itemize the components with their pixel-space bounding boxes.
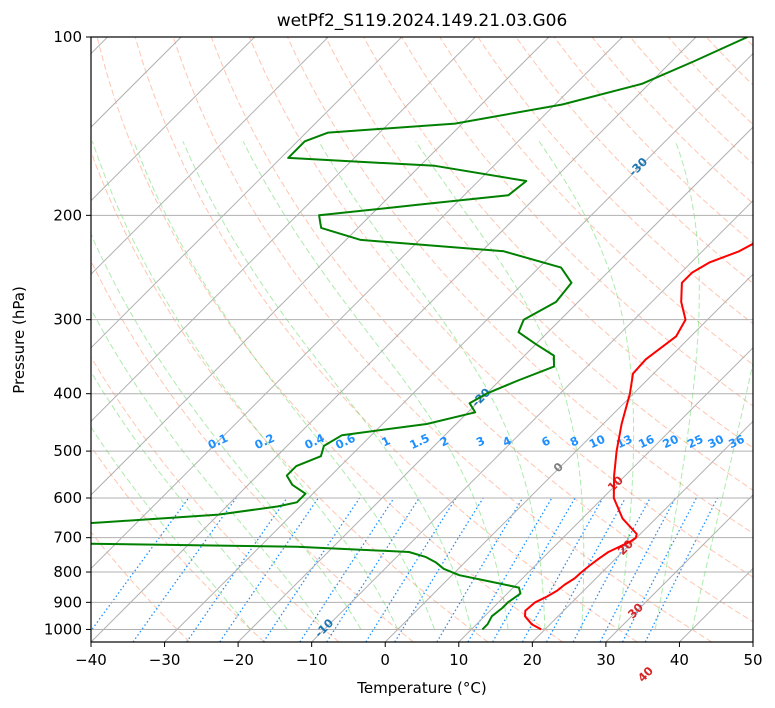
y-tick-label: 300 bbox=[53, 311, 82, 329]
moist-adiabat bbox=[654, 141, 700, 630]
series-layer bbox=[91, 37, 753, 631]
y-tick-label: 400 bbox=[53, 385, 82, 403]
y-tick-label: 200 bbox=[53, 206, 82, 224]
y-tick-label: 600 bbox=[53, 489, 82, 507]
isotherm bbox=[605, 494, 753, 642]
isotherm bbox=[311, 199, 753, 642]
isotherm bbox=[458, 347, 753, 642]
isotherm bbox=[91, 37, 697, 642]
moist-adiabat bbox=[91, 308, 325, 630]
y-tick-label: 700 bbox=[53, 529, 82, 547]
isotherm bbox=[384, 273, 753, 642]
mixing-ratio-line bbox=[436, 497, 524, 642]
mixing-ratio-line bbox=[262, 497, 361, 642]
dry-adiabat bbox=[134, 37, 638, 642]
moist-adiabat bbox=[242, 141, 509, 630]
x-axis-label: Temperature (°C) bbox=[356, 679, 486, 697]
y-tick-label: 900 bbox=[53, 593, 82, 611]
moist-adiabat bbox=[415, 141, 585, 630]
moist-adiabat bbox=[91, 370, 288, 630]
mixing-ratio-line bbox=[91, 497, 190, 632]
isotherm bbox=[91, 37, 329, 275]
dry-adiabat bbox=[91, 531, 191, 642]
moist-adiabat bbox=[182, 141, 472, 630]
isotherm bbox=[237, 126, 753, 642]
dry-adiabat bbox=[91, 356, 340, 642]
x-tick-label: −20 bbox=[222, 651, 254, 669]
dry-adiabat bbox=[439, 37, 753, 366]
isotherm bbox=[164, 52, 753, 642]
moist-adiabat bbox=[318, 141, 546, 630]
x-tick-label: 20 bbox=[523, 651, 542, 669]
isotherm bbox=[91, 37, 403, 349]
moist-adiabat bbox=[91, 426, 252, 630]
x-tick-label: 0 bbox=[380, 651, 390, 669]
mixing-ratio-line bbox=[644, 497, 719, 642]
moist-adiabat bbox=[691, 360, 753, 630]
dry-adiabat bbox=[91, 150, 489, 642]
x-tick-label: 10 bbox=[449, 651, 468, 669]
y-axis-label: Pressure (hPa) bbox=[10, 286, 28, 394]
mixing-ratio-label: 30 bbox=[705, 432, 725, 451]
isotherm bbox=[91, 37, 550, 496]
moist-adiabat bbox=[91, 232, 362, 630]
y-axis-ticks: 100 200 300 400 500 600 700 800 900 1000 bbox=[44, 28, 91, 638]
dewpoint-line bbox=[91, 37, 748, 631]
chart-title: wetPf2_S119.2024.149.21.03.G06 bbox=[277, 11, 568, 31]
x-tick-label: 30 bbox=[596, 651, 615, 669]
x-tick-label: −30 bbox=[149, 651, 181, 669]
temperature-line bbox=[524, 242, 753, 631]
x-tick-label: 50 bbox=[743, 651, 762, 669]
plot-frame bbox=[90, 36, 754, 643]
mixing-ratio-line bbox=[572, 497, 651, 642]
reference-lines bbox=[91, 37, 753, 642]
x-tick-label: 40 bbox=[670, 651, 689, 669]
dry-adiabat bbox=[286, 37, 753, 534]
mixing-ratio-label: 10 bbox=[587, 432, 607, 451]
moist-adiabat bbox=[91, 141, 399, 630]
moist-adiabat bbox=[133, 141, 436, 630]
mixing-ratio-label: 36 bbox=[726, 432, 746, 451]
x-tick-label: −40 bbox=[75, 651, 107, 669]
moist-adiabat bbox=[538, 141, 635, 630]
mixing-ratio-label: 20 bbox=[660, 432, 680, 451]
mixing-ratio-label: 25 bbox=[685, 432, 705, 451]
mixing-ratio-line bbox=[599, 497, 676, 642]
dry-adiabat bbox=[96, 37, 563, 642]
y-tick-label: 800 bbox=[53, 563, 82, 581]
x-tick-label: −10 bbox=[296, 651, 328, 669]
mixing-ratio-line bbox=[132, 497, 237, 642]
isotherm bbox=[91, 37, 623, 570]
y-tick-label: 500 bbox=[53, 442, 82, 460]
mixing-ratio-label: 16 bbox=[636, 432, 656, 451]
y-tick-label: 100 bbox=[53, 28, 82, 46]
gridlines bbox=[91, 37, 753, 642]
isotherm bbox=[531, 420, 753, 642]
dry-adiabat bbox=[172, 37, 713, 642]
isotherm bbox=[91, 37, 256, 202]
y-tick-label: 1000 bbox=[44, 620, 82, 638]
mixing-ratio-line bbox=[394, 497, 484, 642]
dry-adiabat bbox=[363, 37, 753, 449]
isotherm bbox=[91, 37, 476, 423]
mixing-ratio-line bbox=[622, 497, 697, 642]
x-axis-ticks: −40 −30 −20 −10 0 10 20 30 40 50 bbox=[75, 642, 763, 669]
dry-adiabat bbox=[325, 37, 753, 491]
mixing-ratio-line bbox=[546, 497, 626, 642]
dry-adiabat bbox=[91, 259, 414, 642]
mixing-ratio-line bbox=[365, 497, 457, 642]
dry-adiabat bbox=[477, 37, 753, 325]
